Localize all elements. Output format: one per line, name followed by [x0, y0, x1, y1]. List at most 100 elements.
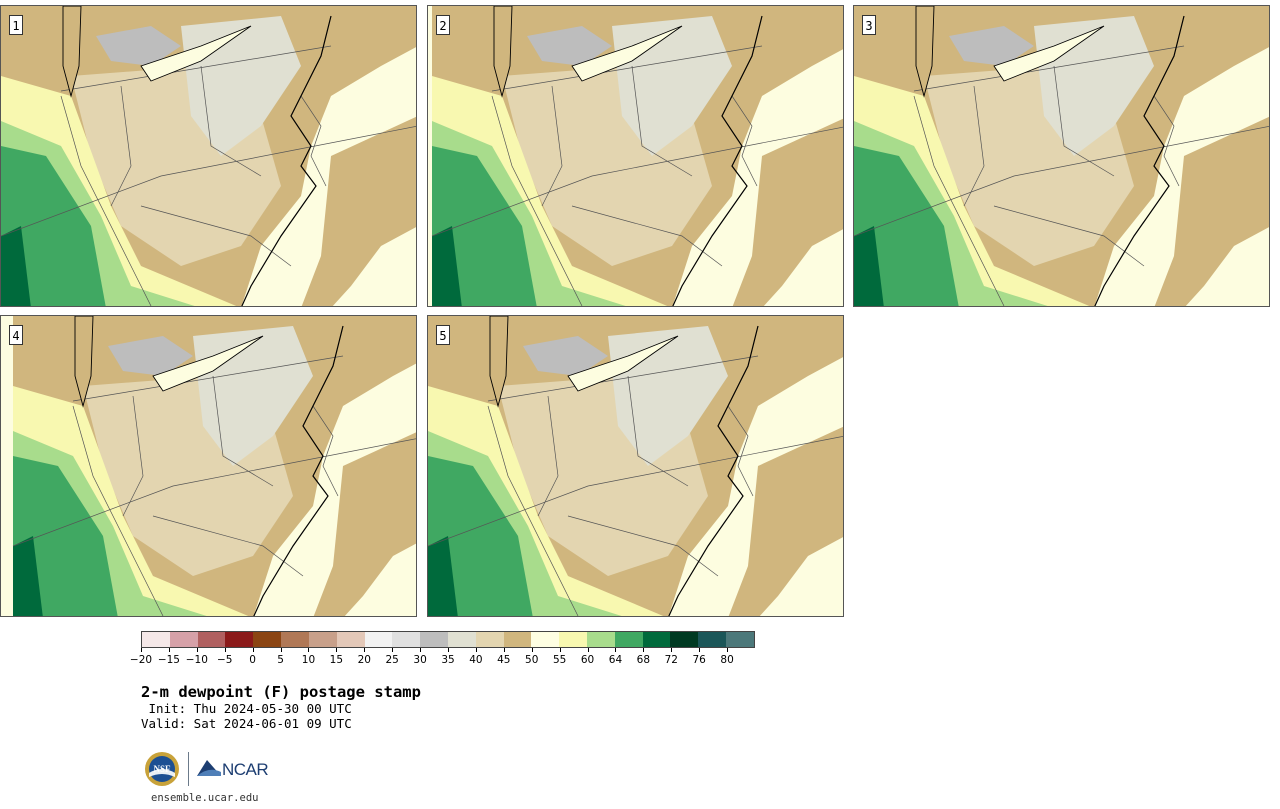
- dewpoint-region: [13, 536, 43, 616]
- colorbar-swatch: [726, 632, 754, 647]
- colorbar-swatch: [420, 632, 448, 647]
- colorbar-tick-label: 60: [580, 654, 595, 666]
- state-border: [963, 85, 985, 207]
- stamp-panel-2: 2: [427, 5, 844, 307]
- great-lake: [567, 335, 679, 392]
- state-border: [1053, 65, 1115, 177]
- dewpoint-region: [1154, 116, 1269, 306]
- colorbar-tick-label: 30: [413, 654, 427, 666]
- dewpoint-map-5: [428, 316, 843, 616]
- init-time: Init: Thu 2024-05-30 00 UTC: [141, 701, 352, 716]
- colorbar-tick-label: 76: [692, 654, 706, 666]
- logo-group: NSF NCAR: [144, 750, 284, 790]
- state-border: [487, 405, 579, 616]
- member-label-4: 4: [9, 325, 23, 345]
- colorbar-swatch: [253, 632, 282, 647]
- logo-divider: [188, 752, 189, 786]
- dewpoint-region: [854, 226, 884, 306]
- great-lake: [489, 316, 509, 408]
- coastline: [241, 15, 332, 306]
- dewpoint-region: [949, 26, 1034, 66]
- colorbar-tick-label: −20: [129, 654, 153, 666]
- dewpoint-region: [428, 536, 458, 616]
- dewpoint-region: [432, 146, 537, 306]
- dewpoint-map-2: [431, 6, 843, 306]
- colorbar-tick-label: 40: [469, 654, 483, 666]
- colorbar-tick: [420, 648, 422, 652]
- nsf-logo-text: NSF: [153, 764, 171, 774]
- colorbar-tick: [699, 648, 701, 652]
- colorbar-tick-label: 10: [301, 654, 316, 666]
- colorbar-tick: [475, 648, 477, 652]
- colorbar-swatch: [197, 632, 226, 647]
- colorbar-tick-label: 55: [552, 654, 567, 666]
- dewpoint-region: [108, 336, 193, 376]
- colorbar-tick: [364, 648, 366, 652]
- member-label-5: 5: [436, 325, 450, 345]
- state-border: [60, 45, 332, 92]
- state-border: [913, 45, 1185, 92]
- state-border: [631, 65, 693, 177]
- state-border: [122, 395, 144, 517]
- colorbar-swatch: [142, 632, 170, 647]
- colorbar-swatch: [392, 632, 421, 647]
- state-border: [731, 95, 758, 187]
- stamp-panel-3: 3: [853, 5, 1270, 307]
- colorbar-swatch: [475, 632, 504, 647]
- dewpoint-region: [854, 146, 959, 306]
- great-lake: [993, 25, 1105, 82]
- state-border: [487, 355, 759, 402]
- colorbar-tick-label: 0: [249, 654, 256, 666]
- state-border: [993, 205, 1145, 267]
- dewpoint-colorbar: [141, 631, 755, 648]
- colorbar-tick: [503, 648, 505, 652]
- state-border: [300, 95, 327, 187]
- state-border: [152, 515, 304, 577]
- state-border: [537, 395, 559, 517]
- state-border: [913, 95, 1005, 306]
- colorbar-tick: [141, 648, 142, 652]
- dewpoint-region: [313, 432, 416, 616]
- colorbar-swatch: [225, 632, 254, 647]
- figure-title: 2-m dewpoint (F) postage stamp: [141, 683, 421, 701]
- state-border: [200, 65, 262, 177]
- site-url[interactable]: ensemble.ucar.edu: [151, 792, 259, 804]
- dewpoint-region: [432, 226, 462, 306]
- dewpoint-region: [1, 226, 31, 306]
- state-border: [571, 205, 723, 267]
- great-lake: [915, 6, 935, 98]
- colorbar-swatch: [503, 632, 532, 647]
- colorbar-tick: [224, 648, 226, 652]
- state-border: [1153, 95, 1180, 187]
- colorbar-swatch: [364, 632, 393, 647]
- ncar-swoosh-icon: [197, 760, 221, 776]
- colorbar-tick-label: 45: [497, 654, 511, 666]
- colorbar-tick: [308, 648, 310, 652]
- state-border: [72, 405, 164, 616]
- colorbar-tick-label: 72: [664, 654, 678, 666]
- dewpoint-region: [523, 336, 608, 376]
- colorbar-ticks: −20 −15 −10 −5 0 5 10 15 20 25 30 35 40 45 50 55 60 64 68 7…: [130, 648, 755, 670]
- coastline: [253, 325, 344, 616]
- colorbar-swatch: [447, 632, 476, 647]
- great-lake: [140, 25, 252, 82]
- state-border: [431, 126, 843, 237]
- coastline: [672, 15, 763, 306]
- colorbar-tick: [392, 648, 394, 652]
- colorbar-swatch: [587, 632, 615, 647]
- colorbar-swatch: [169, 632, 198, 647]
- great-lake: [493, 6, 513, 98]
- great-lake: [571, 25, 683, 82]
- colorbar-tick: [196, 648, 198, 652]
- dewpoint-map-1: [1, 6, 416, 306]
- dewpoint-region: [301, 116, 416, 306]
- colorbar-tick: [615, 648, 617, 652]
- stamp-panel-5: 5: [427, 315, 844, 617]
- colorbar-tick: [643, 648, 645, 652]
- member-label-1: 1: [9, 15, 23, 35]
- colorbar-swatch: [670, 632, 699, 647]
- colorbar-tick: [727, 648, 729, 652]
- great-lake: [62, 6, 82, 98]
- state-border: [72, 355, 344, 402]
- dewpoint-region: [728, 426, 843, 616]
